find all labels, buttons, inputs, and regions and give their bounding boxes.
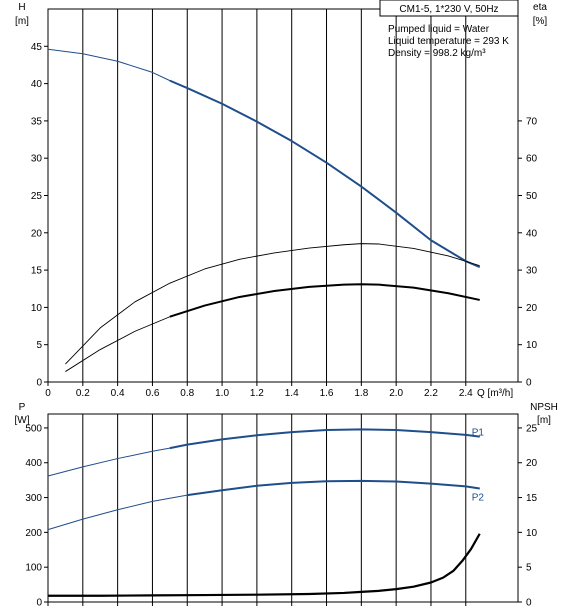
bottom-left-tick-label: 100 <box>25 563 42 574</box>
h-axis-label: H <box>18 2 25 13</box>
top-left-tick-label: 5 <box>36 340 42 351</box>
top-left-tick-label: 45 <box>31 42 43 53</box>
top-right-tick-label: 10 <box>526 340 538 351</box>
bottom-series-0-duty-range <box>169 428 480 450</box>
top-tick-labels: 0 0.2 0.4 0.6 0.8 1.0 1.2 1.4 1.6 1.8 2.0 2.2 2.4 0 5 1… <box>31 42 538 399</box>
top-right-tick-label: 20 <box>526 303 538 314</box>
top-series-2-duty-range <box>169 283 480 318</box>
p-axis-unit: [W] <box>15 415 30 426</box>
bottom-right-tick-label: 10 <box>526 528 538 539</box>
top-panel: 0 0.2 0.4 0.6 0.8 1.0 1.2 1.4 1.6 1.8 2.0 2.2 2.4 0 5 1… <box>15 2 547 399</box>
x-tick-label: 1.8 <box>354 388 368 399</box>
info-box-title-frame <box>379 0 519 17</box>
top-right-tick-label: 0 <box>526 378 532 389</box>
top-left-tick-label: 10 <box>31 303 43 314</box>
top-left-tick-label: 35 <box>31 116 43 127</box>
npsh-axis-label: NPSH <box>530 402 558 413</box>
bottom-series-0-line <box>47 428 480 477</box>
top-left-tick-label: 25 <box>31 191 43 202</box>
x-tick-label: 0 <box>45 388 51 399</box>
top-right-tick-label: 60 <box>526 154 538 165</box>
x-tick-label: 2.2 <box>424 388 438 399</box>
top-left-tick-label: 0 <box>36 378 42 389</box>
x-tick-label: 0.4 <box>111 388 125 399</box>
p-axis-label: P <box>19 402 26 413</box>
bottom-plot-frame <box>47 413 519 603</box>
x-tick-label: 0.2 <box>76 388 90 399</box>
bottom-series-1-duty-range <box>187 479 480 497</box>
x-tick-label: 1.0 <box>215 388 229 399</box>
bottom-right-tick-label: 15 <box>526 493 538 504</box>
info-line-density: Density = 998.2 kg/m³ <box>388 48 486 59</box>
x-tick-label: 1.6 <box>320 388 334 399</box>
bottom-tick-labels: 0 100 200 300 400 500 0 5 10 15 20 25 <box>25 423 537 608</box>
bottom-right-tick-label: 25 <box>526 423 538 434</box>
series-name-labels: P1 P2 <box>472 428 485 504</box>
top-right-tick-label: 50 <box>526 191 538 202</box>
top-series-1-line <box>65 243 480 365</box>
top-right-tick-label: 70 <box>526 116 538 127</box>
bottom-series-1-line <box>47 480 480 531</box>
bottom-right-tick-label: 0 <box>526 598 532 609</box>
bottom-left-tick-label: 300 <box>25 493 42 504</box>
top-right-tick-label: 40 <box>526 228 538 239</box>
eta-axis-unit: [%] <box>533 16 548 27</box>
series-name-p1: P1 <box>472 428 485 439</box>
x-tick-label: 1.4 <box>285 388 299 399</box>
bottom-panel: 0 100 200 300 400 500 0 5 10 15 20 25 P [W] NPSH [m… <box>15 402 558 609</box>
info-box: CM1-5, 1*230 V, 50Hz Pumped liquid = Wat… <box>379 0 519 59</box>
q-axis-label: Q [m³/h] <box>477 388 513 399</box>
bottom-series-2-line <box>48 533 481 597</box>
x-tick-label: 1.2 <box>250 388 264 399</box>
top-series-2-line <box>65 283 480 372</box>
top-right-tick-label: 30 <box>526 266 538 277</box>
top-left-tick-label: 15 <box>31 266 43 277</box>
info-box-title: CM1-5, 1*230 V, 50Hz <box>399 4 498 15</box>
x-tick-label: 2.4 <box>459 388 473 399</box>
bottom-left-tick-label: 0 <box>36 598 42 609</box>
bottom-left-tick-label: 500 <box>25 423 42 434</box>
top-series-0-duty-range <box>169 79 481 269</box>
top-plot-frame <box>47 8 519 383</box>
bottom-right-tick-label: 5 <box>526 563 532 574</box>
top-series <box>47 48 481 372</box>
h-axis-unit: [m] <box>15 16 29 27</box>
bottom-right-tick-label: 20 <box>526 458 538 469</box>
top-left-tick-label: 30 <box>31 154 43 165</box>
info-line-liquid: Pumped liquid = Water <box>388 24 490 35</box>
x-tick-label: 0.6 <box>145 388 159 399</box>
bottom-grid <box>82 414 467 602</box>
x-tick-label: 0.8 <box>180 388 194 399</box>
bottom-left-tick-label: 200 <box>25 528 42 539</box>
series-name-p2: P2 <box>472 493 485 504</box>
top-series-0-line <box>47 48 480 268</box>
bottom-left-tick-label: 400 <box>25 458 42 469</box>
bottom-series <box>47 428 481 597</box>
top-grid <box>82 9 467 382</box>
top-left-tick-label: 20 <box>31 228 43 239</box>
npsh-axis-unit: [m] <box>537 415 551 426</box>
eta-axis-label: eta <box>533 2 547 13</box>
info-line-temperature: Liquid temperature = 293 K <box>388 36 509 47</box>
x-tick-label: 2.0 <box>389 388 403 399</box>
top-left-tick-label: 40 <box>31 79 43 90</box>
